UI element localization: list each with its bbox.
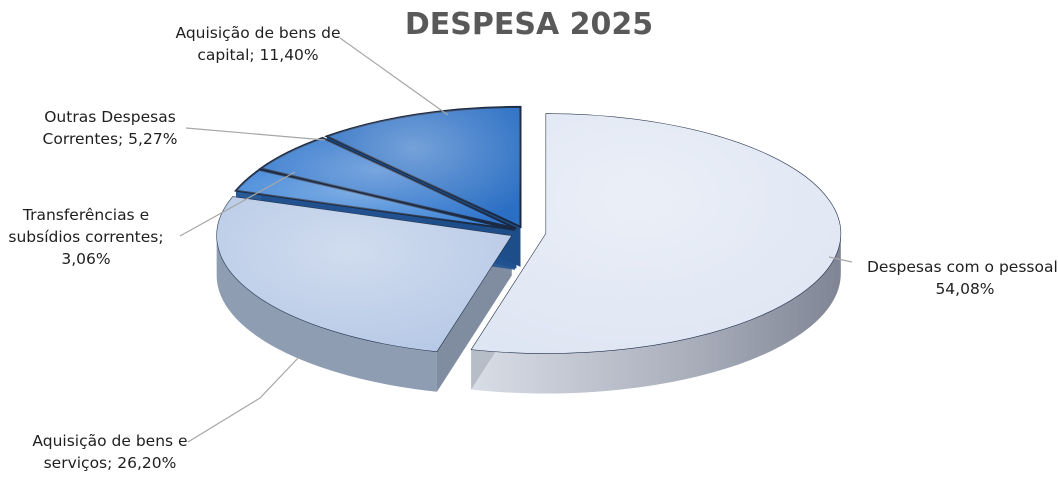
slice-data-label: Aquisição de bens de capital; 11,40% — [176, 24, 341, 64]
slice-data-label-line: 54,08% — [935, 280, 994, 298]
leader-line — [185, 127, 326, 141]
slice-data-label: Despesas com o pessoal; 54,08% — [867, 258, 1058, 298]
slice-data-label-line: Despesas com o pessoal; — [867, 258, 1058, 276]
pie-slice-highlight — [216, 196, 512, 352]
slice-data-label: Transferências e subsídios correntes; 3,06… — [8, 206, 163, 268]
pie-slice-highlight — [235, 169, 515, 230]
slice-data-label-line: Outras Despesas — [44, 108, 176, 126]
leader-line — [187, 355, 301, 443]
leader-line — [179, 171, 296, 237]
slice-data-label: Aquisição de bens e serviços; 26,20% — [32, 432, 187, 472]
slice-data-label-line: subsídios correntes; — [8, 228, 163, 246]
leader-line — [828, 256, 853, 263]
leader-line — [339, 37, 449, 116]
pie-slice-highlight — [326, 106, 521, 227]
pie-slices — [216, 105, 842, 394]
slice-data-label-line: 3,06% — [61, 250, 110, 268]
chart-title: DESPESA 2025 — [405, 7, 653, 42]
slice-data-label-line: Aquisição de bens de — [176, 24, 341, 42]
pie-slice-highlight — [260, 137, 517, 229]
pie-slice-face — [436, 235, 512, 392]
pie-slice-side — [216, 235, 437, 392]
slice-data-label-line: Correntes; 5,27% — [43, 130, 178, 148]
pie-slice-highlight — [471, 113, 841, 354]
pie-labels: Despesas com o pessoal; 54,08% Aquisição d… — [8, 24, 1058, 472]
slice-data-label-line: Transferências e — [22, 206, 149, 224]
slice-data-label-line: serviços; 26,20% — [44, 454, 177, 472]
slice-data-label-line: capital; 11,40% — [197, 46, 318, 64]
slice-data-label: Outras Despesas Correntes; 5,27% — [43, 108, 178, 148]
slice-data-label-line: Aquisição de bens e — [32, 432, 187, 450]
